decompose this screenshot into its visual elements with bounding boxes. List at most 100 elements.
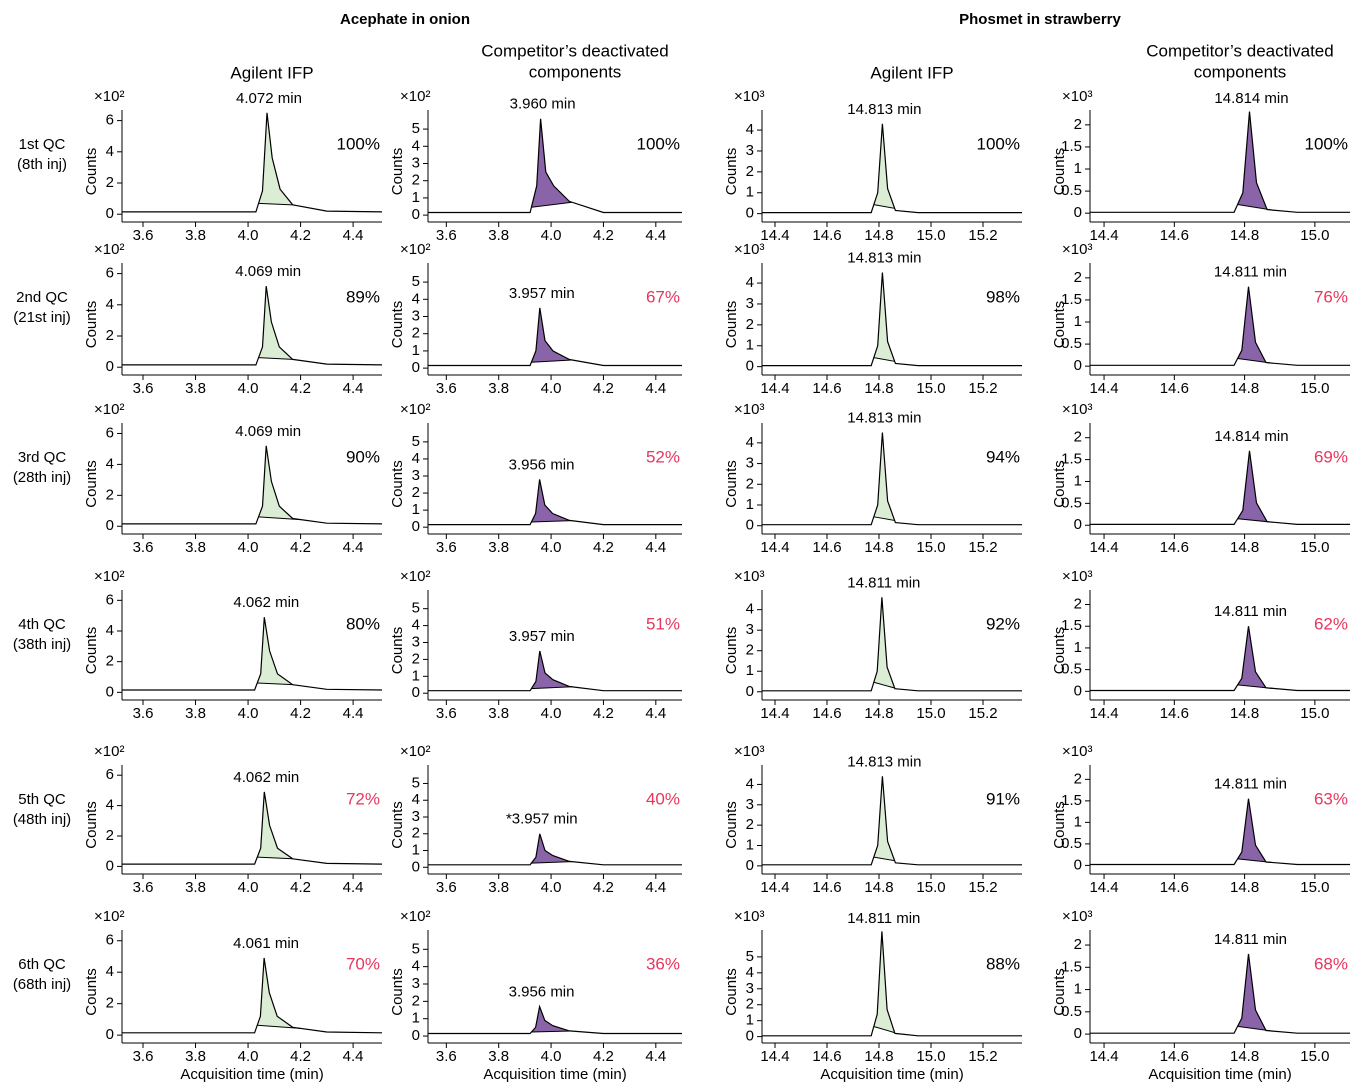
x-tick-label: 14.6 xyxy=(1160,705,1189,722)
y-tick-label: 2 xyxy=(412,825,420,842)
peak-label: 14.813 min xyxy=(847,101,921,118)
y-tick-label: 4 xyxy=(106,296,114,313)
recovery-percent: 100% xyxy=(1305,134,1348,153)
y-axis-label: Counts xyxy=(83,148,100,196)
x-tick-label: 3.8 xyxy=(488,380,509,397)
chromatogram-trace xyxy=(122,112,383,213)
y-tick-label: 2 xyxy=(1074,936,1082,953)
row-label: 3rd QC xyxy=(18,449,67,466)
integration-baseline xyxy=(873,204,895,209)
recovery-percent: 94% xyxy=(986,447,1020,466)
peak-area xyxy=(258,112,293,205)
x-tick-label: 14.8 xyxy=(864,539,893,556)
chromatogram-trace xyxy=(762,123,1022,214)
integration-baseline xyxy=(258,202,293,206)
x-axis-label: Acquisition time (min) xyxy=(180,1066,323,1083)
peak-label: 3.957 min xyxy=(509,628,575,645)
multiplier: ×10³ xyxy=(1062,568,1092,585)
y-tick-label: 1 xyxy=(1074,639,1082,656)
section-title: Phosmet in strawberry xyxy=(959,11,1121,28)
row-label: 2nd QC xyxy=(16,289,68,306)
y-axis-label: Counts xyxy=(389,148,406,196)
x-tick-label: 15.2 xyxy=(968,539,997,556)
y-axis-label: Counts xyxy=(1051,968,1068,1016)
y-axis-label: Counts xyxy=(389,627,406,675)
row-label: 6th QC xyxy=(18,956,66,973)
x-tick-label: 4.2 xyxy=(290,227,311,244)
integration-baseline xyxy=(531,359,573,363)
x-tick-label: 3.8 xyxy=(185,539,206,556)
x-tick-label: 15.2 xyxy=(968,227,997,244)
y-axis-label: Counts xyxy=(1051,627,1068,675)
y-tick-label: 0.5 xyxy=(1061,182,1082,199)
recovery-percent: 76% xyxy=(1314,287,1348,306)
column-header: Agilent IFP xyxy=(230,63,313,82)
y-tick-label: 2 xyxy=(106,174,114,191)
peak-label: 3.956 min xyxy=(509,456,575,473)
x-tick-label: 15.0 xyxy=(916,705,945,722)
x-tick-label: 15.0 xyxy=(916,227,945,244)
y-tick-label: 1 xyxy=(746,496,754,513)
integration-baseline xyxy=(531,520,573,523)
x-tick-label: 14.8 xyxy=(864,879,893,896)
chromatogram-trace xyxy=(1090,111,1350,213)
x-tick-label: 4.2 xyxy=(290,539,311,556)
x-tick-label: 3.6 xyxy=(436,1048,457,1065)
y-tick-label: 3 xyxy=(412,975,420,992)
y-tick-label: 0 xyxy=(1074,357,1082,374)
x-tick-label: 4.0 xyxy=(541,227,562,244)
recovery-percent: 62% xyxy=(1314,614,1348,633)
y-tick-label: 0 xyxy=(106,1026,114,1043)
y-tick-label: 2 xyxy=(746,996,754,1013)
x-tick-label: 14.8 xyxy=(1230,879,1259,896)
x-tick-label: 14.6 xyxy=(812,380,841,397)
peak-label: 14.811 min xyxy=(847,574,920,591)
y-tick-label: 1 xyxy=(746,836,754,853)
chromatogram-trace xyxy=(762,776,1022,866)
x-tick-label: 3.6 xyxy=(436,380,457,397)
peak-label: 4.072 min xyxy=(236,90,302,107)
x-tick-label: 15.2 xyxy=(968,1048,997,1065)
y-axis-label: Counts xyxy=(1051,460,1068,508)
x-tick-label: 3.6 xyxy=(133,705,154,722)
chromatogram-trace xyxy=(122,286,383,366)
chromatogram-trace xyxy=(428,650,682,692)
x-tick-label: 3.8 xyxy=(488,539,509,556)
y-axis-label: Counts xyxy=(1051,801,1068,849)
x-tick-label: 14.6 xyxy=(812,539,841,556)
y-tick-label: 4 xyxy=(746,601,754,618)
chromatogram-trace xyxy=(762,931,1022,1037)
peak-label: 3.960 min xyxy=(510,96,576,113)
x-tick-label: 3.8 xyxy=(185,705,206,722)
x-axis-label: Acquisition time (min) xyxy=(820,1066,963,1083)
x-tick-label: 14.4 xyxy=(1089,227,1118,244)
y-tick-label: 1.5 xyxy=(1061,451,1082,468)
y-tick-label: 1 xyxy=(746,184,754,201)
y-tick-label: 5 xyxy=(412,600,420,617)
x-tick-label: 4.4 xyxy=(343,1048,364,1065)
x-tick-label: 15.0 xyxy=(916,380,945,397)
x-tick-label: 4.2 xyxy=(290,380,311,397)
y-tick-label: 2 xyxy=(746,475,754,492)
y-axis-label: Counts xyxy=(723,627,740,675)
recovery-percent: 63% xyxy=(1314,789,1348,808)
x-tick-label: 3.6 xyxy=(436,879,457,896)
multiplier: ×10³ xyxy=(1062,743,1092,760)
y-tick-label: 1 xyxy=(746,337,754,354)
x-tick-label: 14.8 xyxy=(1230,705,1259,722)
x-tick-label: 14.4 xyxy=(760,539,789,556)
y-tick-label: 4 xyxy=(106,622,114,639)
chromatogram-trace xyxy=(1090,953,1350,1034)
y-tick-label: 4 xyxy=(106,455,114,472)
x-tick-label: 4.4 xyxy=(343,705,364,722)
y-tick-label: 2 xyxy=(1074,116,1082,133)
peak-area xyxy=(873,123,895,209)
recovery-percent: 92% xyxy=(986,614,1020,633)
multiplier: ×10³ xyxy=(734,88,764,105)
peak-area xyxy=(1237,626,1273,689)
x-tick-label: 15.2 xyxy=(968,705,997,722)
recovery-percent: 67% xyxy=(646,287,680,306)
x-tick-label: 4.0 xyxy=(541,1048,562,1065)
integration-baseline xyxy=(531,861,573,864)
x-tick-label: 3.8 xyxy=(488,705,509,722)
